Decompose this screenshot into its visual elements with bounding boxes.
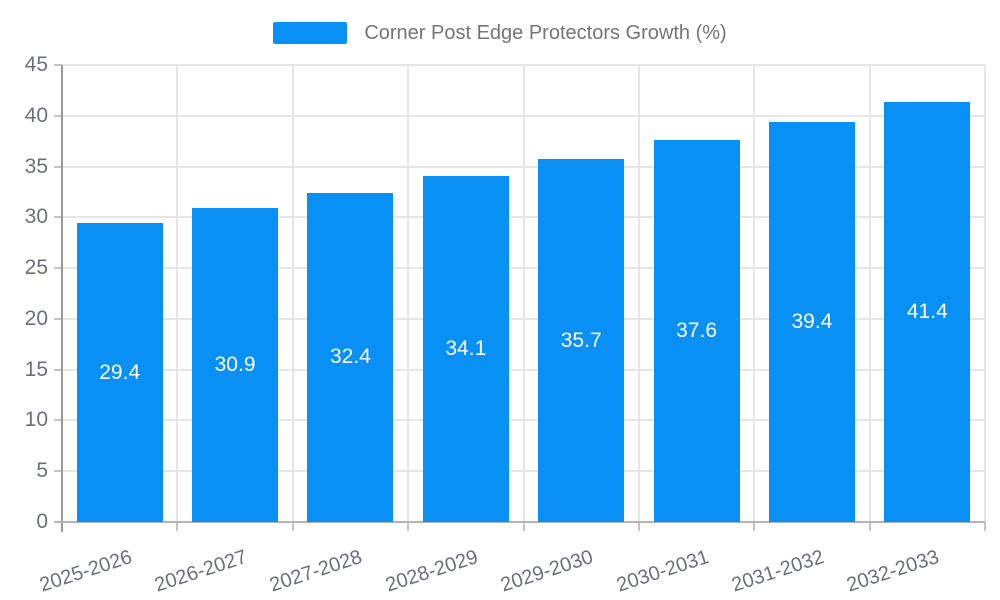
bar[interactable]: 32.4 [307, 192, 394, 522]
y-axis-tick [54, 64, 62, 66]
bar[interactable]: 30.9 [192, 208, 279, 522]
bar[interactable]: 39.4 [768, 121, 855, 522]
x-axis-tick [522, 522, 525, 531]
x-axis-tick [984, 522, 986, 531]
y-axis-label: 10 [24, 408, 48, 432]
gridline-vertical [984, 65, 986, 522]
legend-item[interactable]: Corner Post Edge Protectors Growth (%) [0, 20, 1000, 46]
x-axis-line [54, 521, 985, 523]
x-axis-tick [637, 522, 640, 531]
bar[interactable]: 37.6 [653, 140, 740, 522]
y-axis-label: 35 [24, 154, 48, 178]
x-axis-tick [291, 522, 294, 531]
legend-marker-icon [273, 22, 348, 44]
x-axis-tick [176, 522, 179, 531]
y-axis-tick [54, 114, 62, 117]
bar-value-label: 32.4 [330, 345, 371, 369]
x-axis-tick [407, 522, 410, 531]
gridline-vertical [868, 65, 871, 522]
bar[interactable]: 35.7 [538, 159, 625, 522]
bar-value-label: 39.4 [791, 309, 833, 333]
bar[interactable]: 41.4 [884, 101, 971, 522]
x-axis-tick [868, 522, 871, 531]
bar-value-label: 34.1 [445, 336, 487, 360]
legend-label: Corner Post Edge Protectors Growth (%) [364, 21, 727, 44]
gridline-vertical [522, 65, 525, 522]
gridline-vertical [753, 65, 756, 522]
x-axis-tick [753, 522, 756, 531]
bar-value-label: 29.4 [99, 360, 141, 384]
gridline-vertical [637, 65, 640, 522]
bar[interactable]: 29.4 [76, 223, 163, 522]
y-axis-label: 30 [24, 205, 48, 229]
gridline-vertical [291, 65, 294, 522]
y-axis-label: 20 [24, 306, 48, 330]
y-axis-label: 0 [36, 510, 48, 533]
bar-value-label: 37.6 [676, 319, 717, 343]
y-axis-label: 40 [24, 103, 48, 127]
y-axis-label: 25 [24, 256, 48, 280]
bar-value-label: 30.9 [214, 353, 256, 377]
y-axis-tick [54, 470, 62, 473]
gridline-vertical [176, 65, 179, 522]
y-axis-line [61, 65, 63, 532]
bar[interactable]: 34.1 [422, 175, 509, 522]
gridline-vertical [407, 65, 410, 522]
y-axis-tick [54, 368, 62, 371]
y-axis-tick [54, 216, 62, 219]
y-axis-tick [54, 317, 62, 320]
bar-value-label: 35.7 [560, 328, 602, 352]
y-axis-label: 15 [24, 357, 48, 381]
y-axis-tick [54, 267, 62, 270]
y-axis-tick [54, 419, 62, 422]
y-axis-label: 45 [24, 53, 48, 76]
y-axis-label: 5 [36, 459, 48, 483]
y-axis-tick [54, 165, 62, 168]
bar-value-label: 41.4 [906, 299, 948, 323]
